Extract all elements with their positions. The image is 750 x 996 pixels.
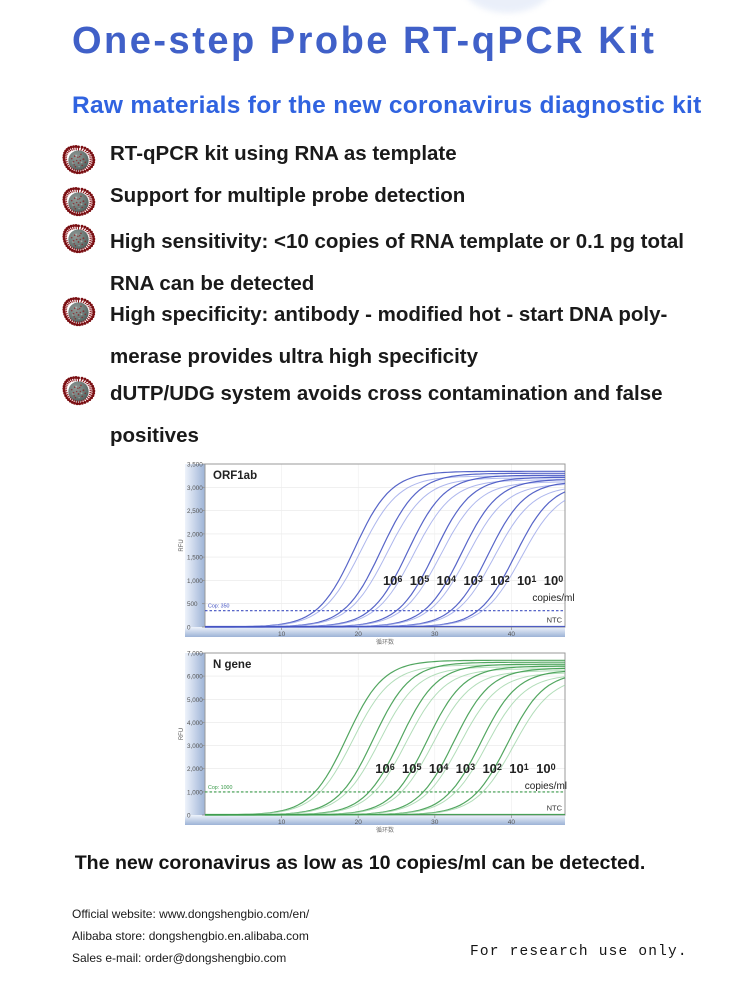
svg-text:0: 0 <box>187 625 191 632</box>
svg-text:3,000: 3,000 <box>187 485 203 492</box>
svg-text:1,000: 1,000 <box>187 578 203 585</box>
svg-text:40: 40 <box>508 819 516 826</box>
svg-text:ORF1ab: ORF1ab <box>213 470 257 482</box>
svg-text:30: 30 <box>431 819 439 826</box>
svg-text:Cop: 350: Cop: 350 <box>208 604 230 610</box>
svg-text:6,000: 6,000 <box>187 674 203 681</box>
svg-text:3,000: 3,000 <box>187 743 203 750</box>
svg-text:循环数: 循环数 <box>376 638 394 646</box>
svg-text:1,000: 1,000 <box>187 789 203 796</box>
svg-text:3,500: 3,500 <box>187 462 203 469</box>
svg-text:2,500: 2,500 <box>187 508 203 515</box>
svg-text:7,000: 7,000 <box>187 651 203 658</box>
svg-text:1,500: 1,500 <box>187 555 203 562</box>
svg-text:copies/ml: copies/ml <box>532 593 574 604</box>
svg-text:Cop: 1000: Cop: 1000 <box>208 785 232 791</box>
svg-text:20: 20 <box>355 631 363 638</box>
svg-text:copies/ml: copies/ml <box>525 781 567 792</box>
svg-text:N gene: N gene <box>213 659 251 671</box>
svg-text:2,000: 2,000 <box>187 531 203 538</box>
svg-text:RFU: RFU <box>179 539 185 551</box>
svg-text:30: 30 <box>431 631 439 638</box>
svg-text:2,000: 2,000 <box>187 766 203 773</box>
svg-text:40: 40 <box>508 631 516 638</box>
svg-text:500: 500 <box>187 601 198 608</box>
svg-text:20: 20 <box>355 819 363 826</box>
svg-text:4,000: 4,000 <box>187 720 203 727</box>
svg-text:5,000: 5,000 <box>187 697 203 704</box>
svg-text:NTC: NTC <box>547 804 563 813</box>
svg-text:循环数: 循环数 <box>376 826 394 834</box>
svg-text:10: 10 <box>278 631 286 638</box>
svg-text:NTC: NTC <box>547 616 563 625</box>
svg-text:0: 0 <box>187 813 191 820</box>
svg-text:10: 10 <box>278 819 286 826</box>
svg-text:RFU: RFU <box>179 728 185 740</box>
